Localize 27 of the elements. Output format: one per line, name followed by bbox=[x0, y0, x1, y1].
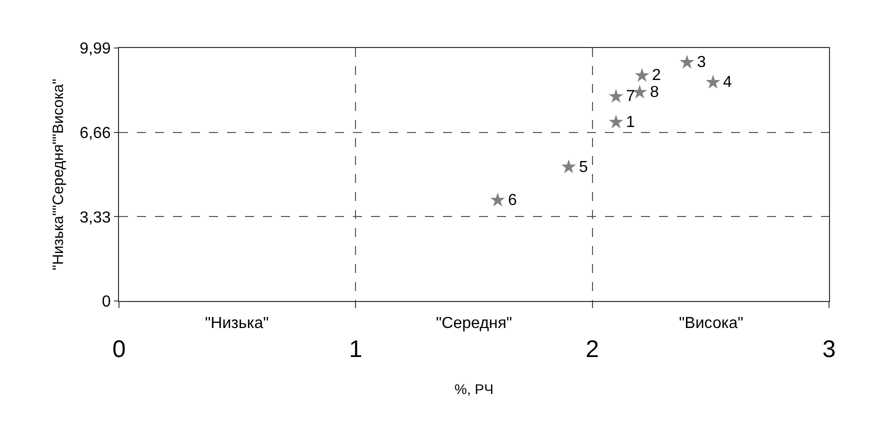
annotation: 3 bbox=[697, 54, 706, 71]
x-tick-label: 3 bbox=[822, 336, 836, 363]
annotation: 1 bbox=[626, 114, 635, 131]
annotation: 2 bbox=[652, 67, 661, 84]
annotation: 4 bbox=[723, 74, 732, 91]
point bbox=[561, 159, 576, 174]
x-tick-label: 1 bbox=[348, 336, 362, 363]
text: "Висока" bbox=[679, 315, 744, 332]
y-tick-label: 0 bbox=[102, 294, 111, 311]
point bbox=[680, 54, 694, 69]
y-axis-title: "Низька""Середня""Висока" bbox=[50, 78, 67, 270]
annotation: 5 bbox=[579, 159, 588, 176]
point bbox=[608, 114, 624, 128]
x-axis-title: %, РЧ bbox=[454, 381, 494, 398]
point bbox=[706, 74, 720, 89]
point bbox=[634, 68, 650, 82]
x-tick-label: 2 bbox=[586, 336, 600, 363]
text: "Низька" bbox=[205, 315, 269, 332]
y-tick-label: 3,33 bbox=[80, 209, 111, 226]
point bbox=[608, 88, 624, 103]
annotation: 7 bbox=[626, 88, 635, 105]
y-tick-label: 6,66 bbox=[80, 124, 111, 142]
annotation: 8 bbox=[650, 84, 659, 101]
y-tick-label: 9,99 bbox=[80, 40, 111, 58]
annotation: 6 bbox=[508, 192, 517, 209]
point bbox=[490, 192, 505, 206]
text: "Середня" bbox=[436, 315, 512, 332]
